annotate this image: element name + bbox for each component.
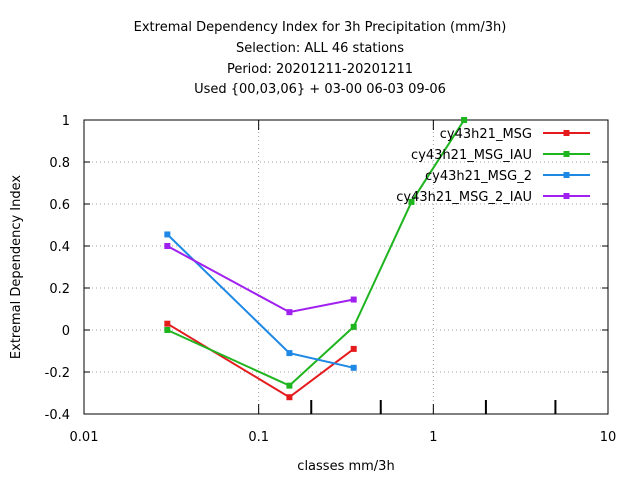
data-point (350, 323, 357, 330)
y-tick-label: 0.8 (49, 156, 70, 171)
x-tick-label: 0.1 (248, 430, 269, 445)
x-tick-label: 0.01 (70, 430, 99, 445)
x-axis-label: classes mm/3h (297, 459, 394, 474)
legend-marker (563, 172, 570, 178)
series-cy43h21_MSG_2_IAU (164, 243, 357, 316)
data-point (164, 320, 171, 327)
legend-marker (563, 193, 570, 199)
legend-label: cy43h21_MSG_2_IAU (396, 190, 532, 205)
legend-label: cy43h21_MSG_2 (425, 169, 532, 184)
y-tick-label: 0.6 (49, 198, 70, 213)
series-cy43h21_MSG_IAU (164, 117, 468, 389)
chart-title-line-4: Used {00,03,06} + 03-00 06-03 09-06 (194, 82, 446, 97)
series-cy43h21_MSG_2 (164, 231, 357, 371)
legend-marker (563, 130, 570, 136)
chart-title-line-2: Selection: ALL 46 stations (235, 41, 405, 56)
y-tick-label: 0 (62, 324, 70, 339)
data-point (164, 231, 171, 238)
plot-frame (83, 119, 609, 415)
data-point (408, 198, 415, 205)
grid (84, 120, 608, 414)
data-point (164, 243, 171, 249)
data-point (164, 327, 171, 333)
axes: -0.4 -0.2 0 0.2 0.4 0.6 0.8 1 0.01 0.1 1 10 (45, 114, 617, 445)
data-point (286, 350, 293, 357)
chart-title-line-3: Period: 20201211-20201211 (226, 62, 414, 77)
y-tick-label: -0.2 (45, 366, 70, 381)
legend-label: cy43h21_MSG (440, 127, 532, 142)
y-tick-label: -0.4 (45, 408, 70, 423)
data-point (286, 309, 293, 316)
y-tick-label: 0.2 (49, 282, 70, 297)
x-tick-label: 10 (600, 430, 617, 445)
series-lines (164, 117, 468, 401)
series-line (166, 245, 354, 314)
data-point (286, 382, 293, 389)
chart-title-line-1: Extremal Dependency Index for 3h Precipi… (133, 20, 507, 35)
y-tick-label: 0.4 (49, 240, 70, 255)
data-point (350, 364, 357, 371)
series-cy43h21_MSG (164, 320, 357, 401)
legend-label: cy43h21_MSG_IAU (411, 148, 532, 163)
legend-marker (563, 151, 570, 157)
series-line (166, 233, 354, 369)
data-point (461, 117, 468, 123)
y-axis-label: Extremal Dependency Index (9, 175, 24, 359)
data-point (286, 394, 293, 401)
data-point (350, 345, 357, 352)
legend: cy43h21_MSG cy43h21_MSG_IAU cy43h21_MSG_2c… (396, 127, 590, 205)
y-tick-label: 1 (62, 114, 70, 129)
data-point (350, 296, 357, 303)
x-tick-label: 1 (429, 430, 437, 445)
